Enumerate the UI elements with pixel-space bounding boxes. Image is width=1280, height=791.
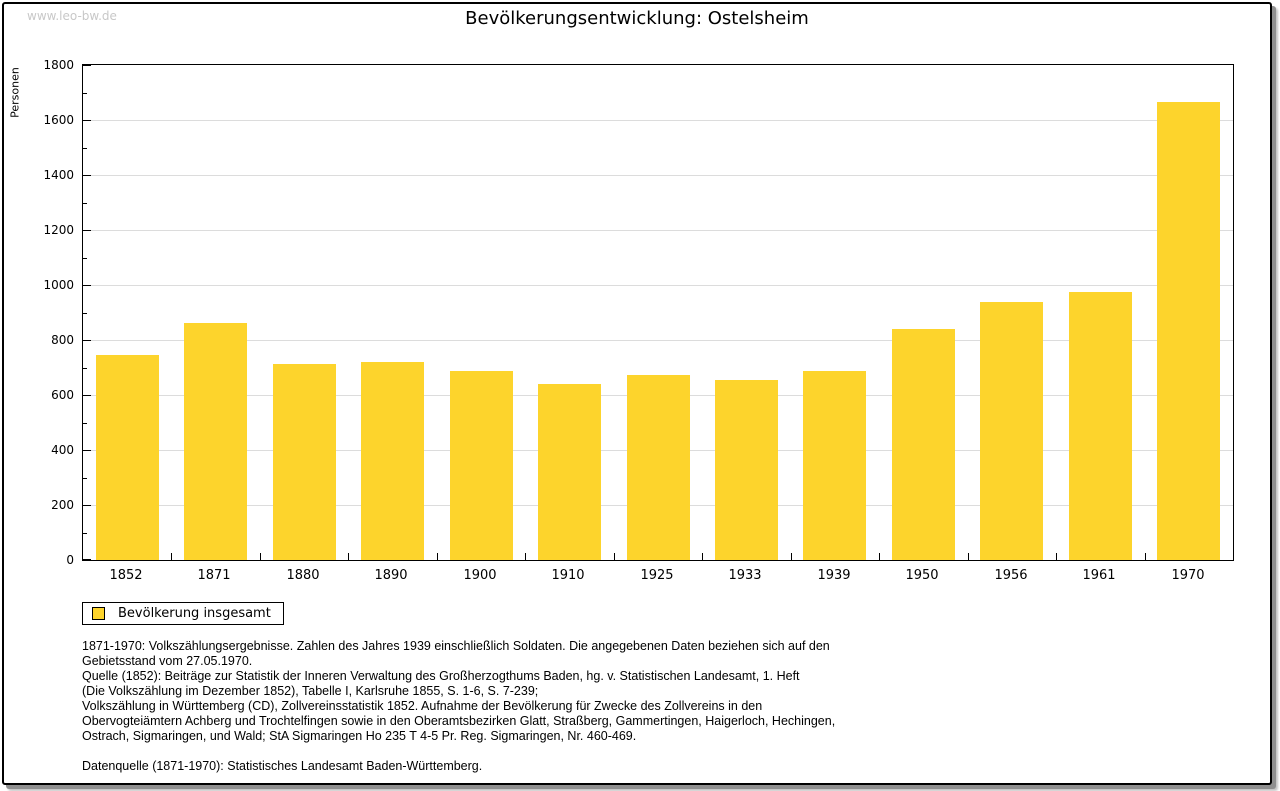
x-tick-label: 1939	[817, 568, 851, 583]
y-tick-label: 200	[51, 498, 74, 512]
x-tick-label: 1961	[1082, 568, 1116, 583]
bar-1956	[980, 302, 1043, 560]
x-tick-label: 1900	[463, 568, 497, 583]
footnote-line: Datenquelle (1871-1970): Statistisches L…	[82, 759, 483, 773]
y-tick-label: 0	[66, 553, 74, 567]
y-major-tick	[83, 65, 91, 66]
x-boundary-tick	[348, 553, 349, 560]
x-boundary-tick	[437, 553, 438, 560]
x-boundary-tick	[1056, 553, 1057, 560]
legend-label: Bevölkerung insgesamt	[118, 606, 271, 621]
x-tick-label: 1933	[728, 568, 762, 583]
footnote-line: Gebietsstand vom 27.05.1970.	[82, 654, 253, 668]
x-tick-label: 1970	[1171, 568, 1205, 583]
y-tick-label: 1600	[43, 113, 74, 127]
footnotes: 1871-1970: Volkszählungsergebnisse. Zahl…	[82, 639, 962, 774]
y-tick-label: 1800	[43, 58, 74, 72]
x-boundary-tick	[968, 553, 969, 560]
y-minor-tick	[83, 368, 87, 369]
y-major-tick	[83, 559, 91, 560]
x-tick-label: 1852	[109, 568, 143, 583]
x-tick-label: 1950	[905, 568, 939, 583]
y-minor-tick	[83, 203, 87, 204]
y-minor-tick	[83, 533, 87, 534]
gridline	[83, 230, 1233, 231]
gridline	[83, 120, 1233, 121]
y-tick-label: 400	[51, 443, 74, 457]
y-tick-label: 600	[51, 388, 74, 402]
x-boundary-tick	[525, 553, 526, 560]
watermark: www.leo-bw.de	[27, 9, 117, 23]
x-tick-label: 1925	[640, 568, 674, 583]
y-tick-label: 1000	[43, 278, 74, 292]
y-major-tick	[83, 505, 91, 506]
footnote-line: Ostrach, Sigmaringen, und Wald; StA Sigm…	[82, 729, 637, 743]
y-minor-tick	[83, 423, 87, 424]
footnote-line: 1871-1970: Volkszählungsergebnisse. Zahl…	[82, 639, 830, 653]
gridline	[83, 285, 1233, 286]
y-tick-label: 800	[51, 333, 74, 347]
bar-1890	[361, 362, 424, 560]
x-boundary-tick	[171, 553, 172, 560]
chart-title: Bevölkerungsentwicklung: Ostelsheim	[465, 8, 809, 29]
bar-1910	[538, 384, 601, 560]
plot-area	[82, 64, 1234, 561]
footnote-line: Volkszählung in Württemberg (CD), Zollve…	[82, 699, 763, 713]
bar-1871	[184, 323, 247, 560]
x-tick-label: 1871	[197, 568, 231, 583]
footnote-line: (Die Volkszählung im Dezember 1852), Tab…	[82, 684, 539, 698]
y-tick-label: 1200	[43, 223, 74, 237]
y-minor-tick	[83, 258, 87, 259]
x-boundary-tick	[614, 553, 615, 560]
y-minor-tick	[83, 148, 87, 149]
bar-1925	[627, 375, 690, 560]
footnote-line: Quelle (1852): Beiträge zur Statistik de…	[82, 669, 800, 683]
legend-swatch	[92, 607, 105, 620]
x-boundary-tick	[260, 553, 261, 560]
x-boundary-tick	[791, 553, 792, 560]
gridline	[83, 340, 1233, 341]
footnote-line	[82, 744, 962, 759]
x-boundary-tick	[1145, 553, 1146, 560]
x-tick-label: 1890	[374, 568, 408, 583]
x-tick-label: 1956	[994, 568, 1028, 583]
y-major-tick	[83, 120, 91, 121]
y-major-tick	[83, 340, 91, 341]
x-boundary-tick	[702, 553, 703, 560]
x-boundary-tick	[879, 553, 880, 560]
bar-1880	[273, 364, 336, 560]
y-tick-label: 1400	[43, 168, 74, 182]
y-major-tick	[83, 285, 91, 286]
bar-1950	[892, 329, 955, 560]
bar-1961	[1069, 292, 1132, 560]
footnote-line: Obervogteiämtern Achberg und Trochtelfin…	[82, 714, 836, 728]
y-major-tick	[83, 395, 91, 396]
legend: Bevölkerung insgesamt	[82, 602, 284, 625]
bar-1900	[450, 371, 513, 560]
bar-1939	[803, 371, 866, 560]
x-tick-label: 1910	[551, 568, 585, 583]
y-minor-tick	[83, 93, 87, 94]
bar-1933	[715, 380, 778, 560]
y-major-tick	[83, 450, 91, 451]
y-major-tick	[83, 175, 91, 176]
y-minor-tick	[83, 313, 87, 314]
x-tick-label: 1880	[286, 568, 320, 583]
y-major-tick	[83, 230, 91, 231]
bar-1970	[1157, 102, 1220, 560]
bar-1852	[96, 355, 159, 560]
gridline	[83, 175, 1233, 176]
y-minor-tick	[83, 478, 87, 479]
